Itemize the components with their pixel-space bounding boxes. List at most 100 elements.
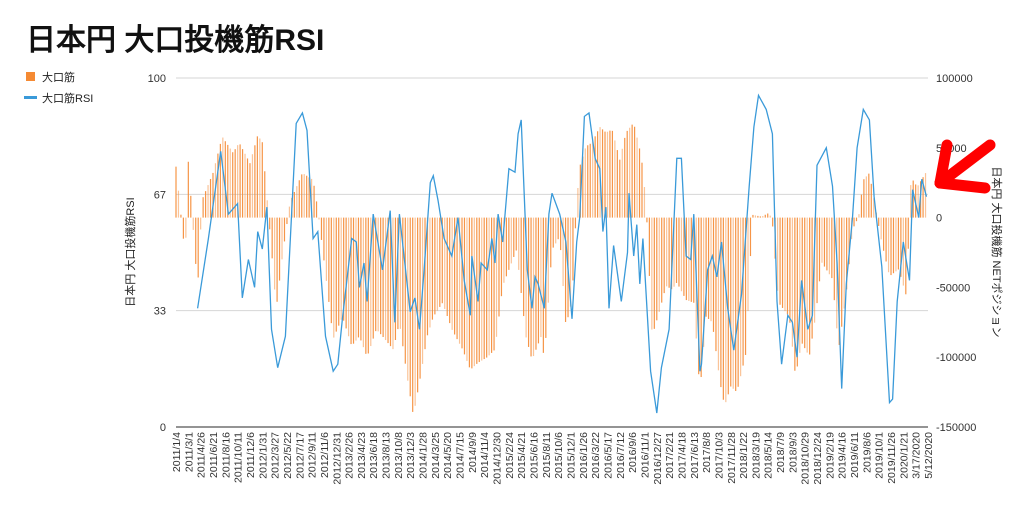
net-position-bar <box>234 149 236 218</box>
net-position-bar <box>207 185 209 218</box>
net-position-bar <box>569 217 572 307</box>
net-position-bar <box>858 214 860 218</box>
net-position-bar <box>730 217 732 387</box>
net-position-bar <box>328 217 330 302</box>
net-position-bar <box>523 217 525 317</box>
x-tick-label: 2017/6/13 <box>689 432 701 479</box>
x-tick-label: 2019/11/26 <box>886 432 898 484</box>
net-position-bar <box>515 217 517 251</box>
x-tick-label: 2014/11/4 <box>479 432 491 478</box>
x-tick-label: 2018/7/9 <box>775 432 787 473</box>
net-position-bar <box>616 150 618 218</box>
net-position-bar <box>811 217 813 339</box>
x-tick-label: 2019/4/16 <box>837 432 849 479</box>
net-position-bar <box>846 217 848 290</box>
net-position-bar <box>468 217 471 368</box>
chart-title: 日本円 大口投機筋RSI <box>26 24 324 57</box>
net-position-bar <box>863 179 865 218</box>
net-position-bar <box>382 217 384 338</box>
x-tick-label: 2011/12/6 <box>245 432 257 478</box>
x-tick-label: 2018/5/14 <box>763 432 775 479</box>
net-position-bar <box>883 217 885 251</box>
x-tick-label: 2013/8/13 <box>381 432 393 479</box>
net-position-bar <box>589 143 591 218</box>
net-position-bar <box>897 217 900 270</box>
net-position-bar <box>693 217 695 303</box>
net-position-bar <box>473 217 475 367</box>
net-position-bar <box>244 153 246 218</box>
left-axis-title: 日本円 大口投機筋RSI <box>123 197 137 306</box>
net-position-bar <box>209 178 212 218</box>
net-position-bar <box>288 206 291 218</box>
net-position-bar <box>340 217 342 320</box>
net-position-bar <box>550 217 552 268</box>
net-position-bar <box>333 217 335 338</box>
net-position-bar <box>355 217 357 341</box>
net-position-bar <box>498 217 500 317</box>
legend-swatch-line <box>24 96 37 99</box>
net-position-bar <box>789 217 791 323</box>
net-position-bar <box>192 217 194 230</box>
net-position-bar <box>865 176 867 218</box>
x-tick-label: 2015/2/24 <box>504 432 516 479</box>
net-position-bar <box>688 217 690 301</box>
net-position-bar <box>490 217 493 353</box>
x-tick-label: 2017/11/28 <box>726 432 738 484</box>
net-position-bar <box>384 217 387 341</box>
x-tick-label: 2018/10/29 <box>800 432 812 485</box>
net-position-bar <box>604 131 606 218</box>
net-position-bar <box>641 162 643 218</box>
net-position-bar <box>742 217 744 366</box>
net-position-bar <box>397 217 399 330</box>
net-position-bar <box>303 174 305 218</box>
net-position-bar <box>200 217 202 230</box>
net-position-bar <box>552 217 554 248</box>
net-position-bar <box>633 126 636 218</box>
x-tick-label: 2020/1/21 <box>898 432 910 479</box>
net-position-bar <box>781 217 784 308</box>
net-position-bar <box>705 217 707 317</box>
net-position-bar <box>754 215 757 218</box>
net-position-bar <box>796 217 798 367</box>
net-position-bar <box>454 217 456 335</box>
net-position-bar <box>624 137 626 218</box>
net-position-bar <box>518 217 520 270</box>
net-position-bar <box>855 217 858 222</box>
net-position-bar <box>471 217 473 369</box>
net-position-bar <box>843 217 845 309</box>
net-position-bar <box>720 217 722 388</box>
x-tick-label: 2012/1/31 <box>257 432 269 479</box>
net-position-bar <box>249 163 251 218</box>
net-position-bar <box>698 217 700 375</box>
net-position-bar <box>449 217 451 324</box>
x-tick-label: 2018/12/24 <box>812 432 824 485</box>
net-position-bar <box>809 217 811 355</box>
net-position-bar <box>725 217 727 403</box>
net-position-bar <box>202 197 204 218</box>
x-tick-label: 2014/5/20 <box>442 432 454 479</box>
net-position-bar <box>446 217 448 317</box>
net-position-bar <box>582 156 584 218</box>
net-position-bar <box>402 217 404 347</box>
net-position-bar <box>298 180 300 218</box>
net-position-bar <box>293 191 295 218</box>
net-position-bar <box>313 185 315 218</box>
net-position-bar <box>241 149 244 218</box>
net-position-bar <box>542 217 544 353</box>
net-position-bar <box>256 136 258 218</box>
net-position-bar <box>752 214 754 218</box>
net-position-bar <box>648 217 650 276</box>
x-tick-label: 2013/12/3 <box>405 432 417 479</box>
net-position-bar <box>463 217 466 355</box>
x-tick-label: 2016/5/17 <box>602 432 614 479</box>
net-position-bar <box>315 201 318 218</box>
net-position-bar <box>902 217 904 286</box>
net-position-bar <box>592 141 594 218</box>
net-position-bar <box>722 217 724 400</box>
x-tick-label: 2011/10/11 <box>233 432 245 483</box>
left-axis-ticks: 0 33 67 100 <box>148 73 166 434</box>
net-position-bar <box>372 217 374 339</box>
left-tick-label: 67 <box>154 189 166 201</box>
net-position-bar <box>562 217 564 287</box>
net-position-bar <box>833 217 835 301</box>
